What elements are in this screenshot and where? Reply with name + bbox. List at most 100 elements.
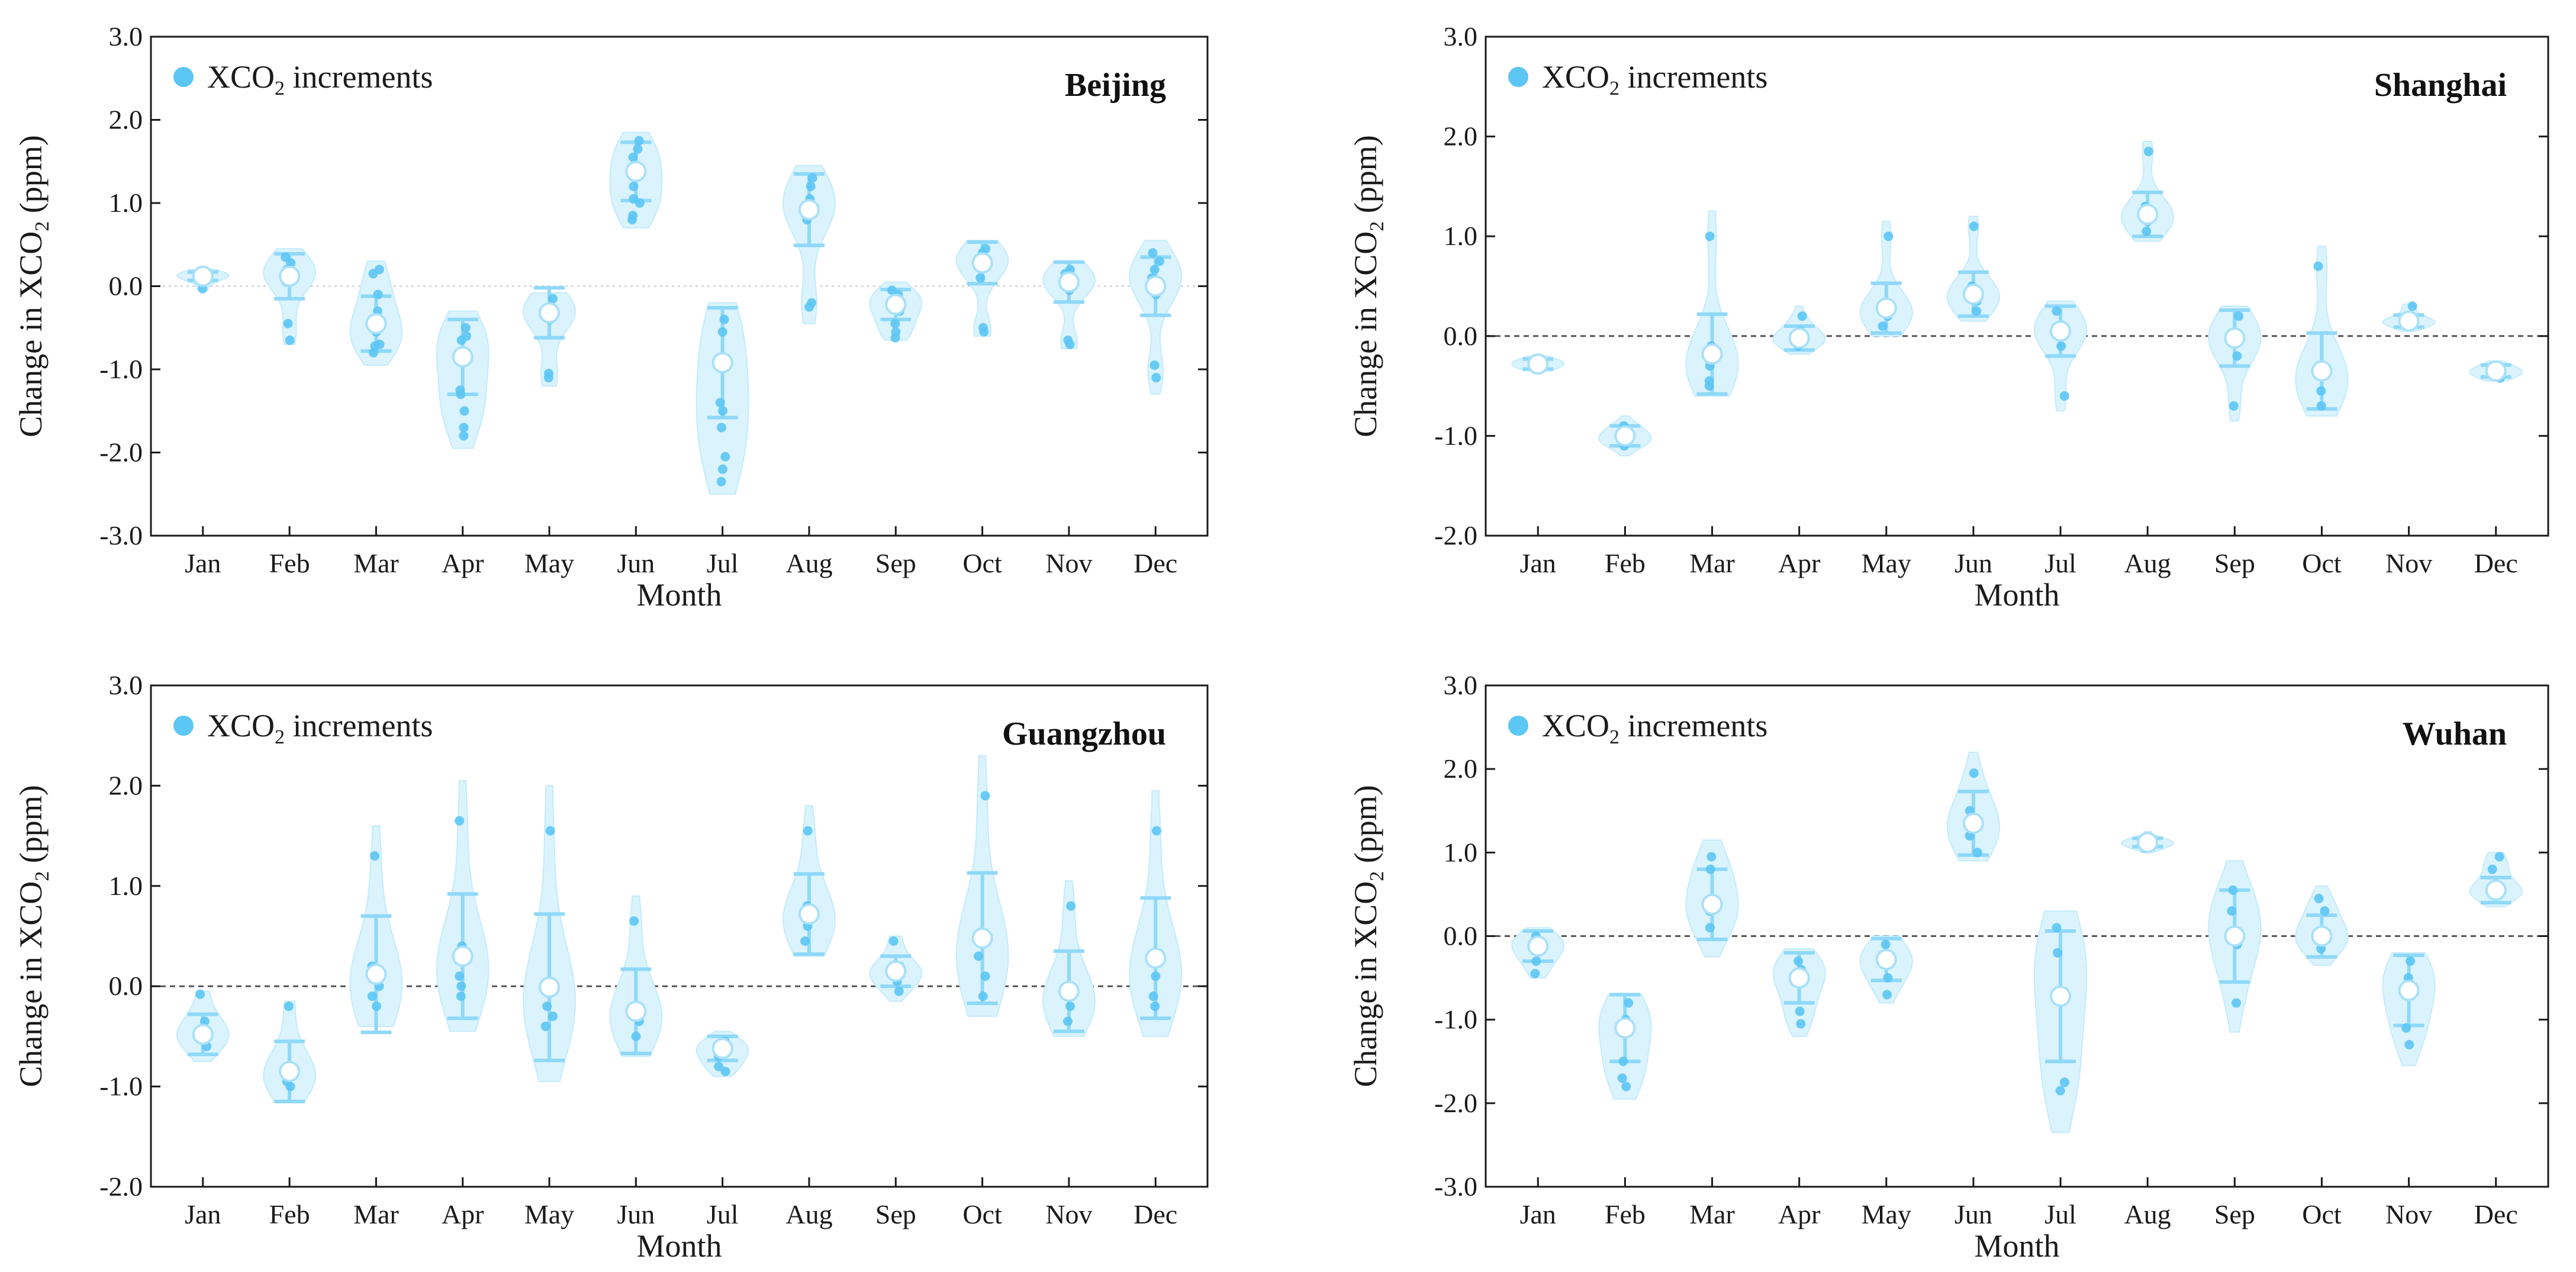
mean-marker (973, 253, 992, 272)
data-point (806, 182, 816, 191)
data-point (2401, 1023, 2411, 1033)
data-point (2316, 387, 2326, 396)
data-point (975, 273, 985, 282)
mean-marker (366, 965, 385, 984)
x-tick-label: Jun (1954, 548, 1992, 578)
y-tick-label: 2.0 (109, 770, 143, 800)
y-tick-label: 0.0 (109, 271, 143, 301)
mean-marker (2051, 321, 2070, 340)
y-tick-label: -1.0 (1434, 420, 1477, 450)
data-point (889, 936, 899, 946)
plot-frame (151, 685, 1208, 1187)
chart-panel-wuhan: -3.0 -2.0 -1.0 0.0 1.0 2.0 3.0 Jan Feb Mar Apr May J… (1348, 670, 2548, 1264)
legend-marker (1508, 67, 1528, 87)
x-tick-label: Nov (1045, 1199, 1092, 1229)
mean-marker (2400, 981, 2419, 1000)
mean-marker (2138, 205, 2157, 224)
x-tick-label: Dec (2474, 548, 2518, 578)
data-point (1152, 826, 1161, 836)
mean-marker (2312, 362, 2331, 381)
x-tick-label: May (524, 548, 574, 578)
x-tick-label: Oct (962, 548, 1002, 578)
y-tick-label: 2.0 (109, 105, 143, 135)
data-point (629, 916, 639, 926)
violin-group-jun (610, 133, 662, 228)
data-point (2142, 227, 2151, 236)
data-point (1793, 957, 1803, 966)
data-point (1795, 1007, 1805, 1016)
mean-marker (194, 1025, 212, 1044)
x-tick-label: Aug (785, 548, 832, 578)
data-point (1621, 1082, 1631, 1091)
data-point (457, 336, 466, 345)
data-point (2060, 391, 2069, 401)
mean-marker (713, 1039, 732, 1058)
data-point (2232, 998, 2241, 1007)
legend-label: XCO2 increments (1542, 59, 1767, 99)
x-axis-title: Month (636, 1228, 722, 1264)
data-point (461, 323, 471, 333)
chart-panel-beijing: -3.0-2.0-1.00.01.02.03.0Jan Feb Mar Apr May J… (13, 21, 1208, 613)
x-tick-label: Sep (2214, 548, 2255, 578)
mean-marker (194, 267, 212, 286)
y-axis-title-part: (ppm) (13, 135, 49, 221)
data-point (720, 452, 730, 462)
data-point (628, 153, 637, 162)
x-tick-label: Sep (875, 548, 916, 578)
data-point (542, 1002, 552, 1011)
data-point (718, 327, 727, 337)
data-point (2052, 923, 2061, 932)
data-point (1882, 990, 1892, 999)
data-point (1065, 1002, 1075, 1011)
y-tick-label: -2.0 (1434, 520, 1477, 550)
data-point (369, 348, 378, 358)
x-tick-label: Nov (2385, 1199, 2432, 1229)
violin-group-jan (1512, 355, 1564, 373)
y-axis-title: Change in XCO2 (ppm) (1348, 785, 1388, 1087)
data-point (2056, 1086, 2065, 1096)
x-tick-label: Sep (2214, 1199, 2255, 1229)
data-point (1705, 231, 1715, 241)
x-tick-label: Apr (1778, 1199, 1821, 1229)
chart-panel-guangzhou: -2.0 -1.0 0.0 1.0 2.0 3.0 Jan Feb Mar Apr May Jun Ju… (13, 670, 1208, 1264)
x-tick-label: Jul (2044, 1199, 2076, 1229)
data-point (2313, 262, 2323, 271)
x-tick-label: Apr (1778, 548, 1821, 578)
x-tick-label: Oct (2302, 548, 2342, 578)
legend-label-part: increments (1619, 59, 1767, 95)
data-point (2317, 401, 2326, 411)
mean-marker (1877, 950, 1896, 969)
x-tick-label: Jul (2044, 548, 2076, 578)
panel-title: Beijing (1065, 67, 1166, 104)
x-axis-title: Month (1974, 1228, 2059, 1264)
violin-group-aug (2121, 832, 2174, 853)
chart-panel-shanghai: -2.0 -1.0 0.0 1.0 2.0 3.0 Jan Feb Mar Apr May Jun Ju… (1348, 21, 2548, 613)
legend-label-part: 2 (1609, 78, 1619, 99)
x-tick-label: Jun (617, 548, 655, 578)
violin-group-jul (697, 303, 749, 494)
mean-marker (2138, 833, 2157, 852)
data-point (460, 406, 469, 416)
mean-marker (2487, 881, 2506, 900)
y-tick-label: 1.0 (109, 188, 143, 218)
mean-marker (1146, 277, 1165, 296)
mean-marker (2225, 927, 2244, 946)
x-tick-label: Jun (617, 1199, 655, 1229)
violin-group-aug (783, 806, 835, 956)
violin-group-oct (957, 240, 1009, 337)
mean-marker (800, 904, 819, 923)
legend-label-part: increments (285, 708, 433, 743)
mean-marker (1790, 329, 1809, 347)
y-tick-label: -1.0 (99, 354, 143, 384)
mean-marker (1528, 355, 1547, 373)
mean-marker (2487, 362, 2506, 381)
data-point (285, 336, 295, 345)
y-axis-title: Change in XCO2 (ppm) (1348, 135, 1388, 437)
data-point (1796, 1019, 1805, 1029)
data-point (1881, 940, 1891, 949)
y-axis-title-part: Change in XCO (13, 881, 49, 1087)
mean-marker (1060, 272, 1078, 291)
mean-marker (2225, 329, 2244, 347)
data-point (1624, 998, 1633, 1007)
mean-marker (280, 267, 299, 286)
